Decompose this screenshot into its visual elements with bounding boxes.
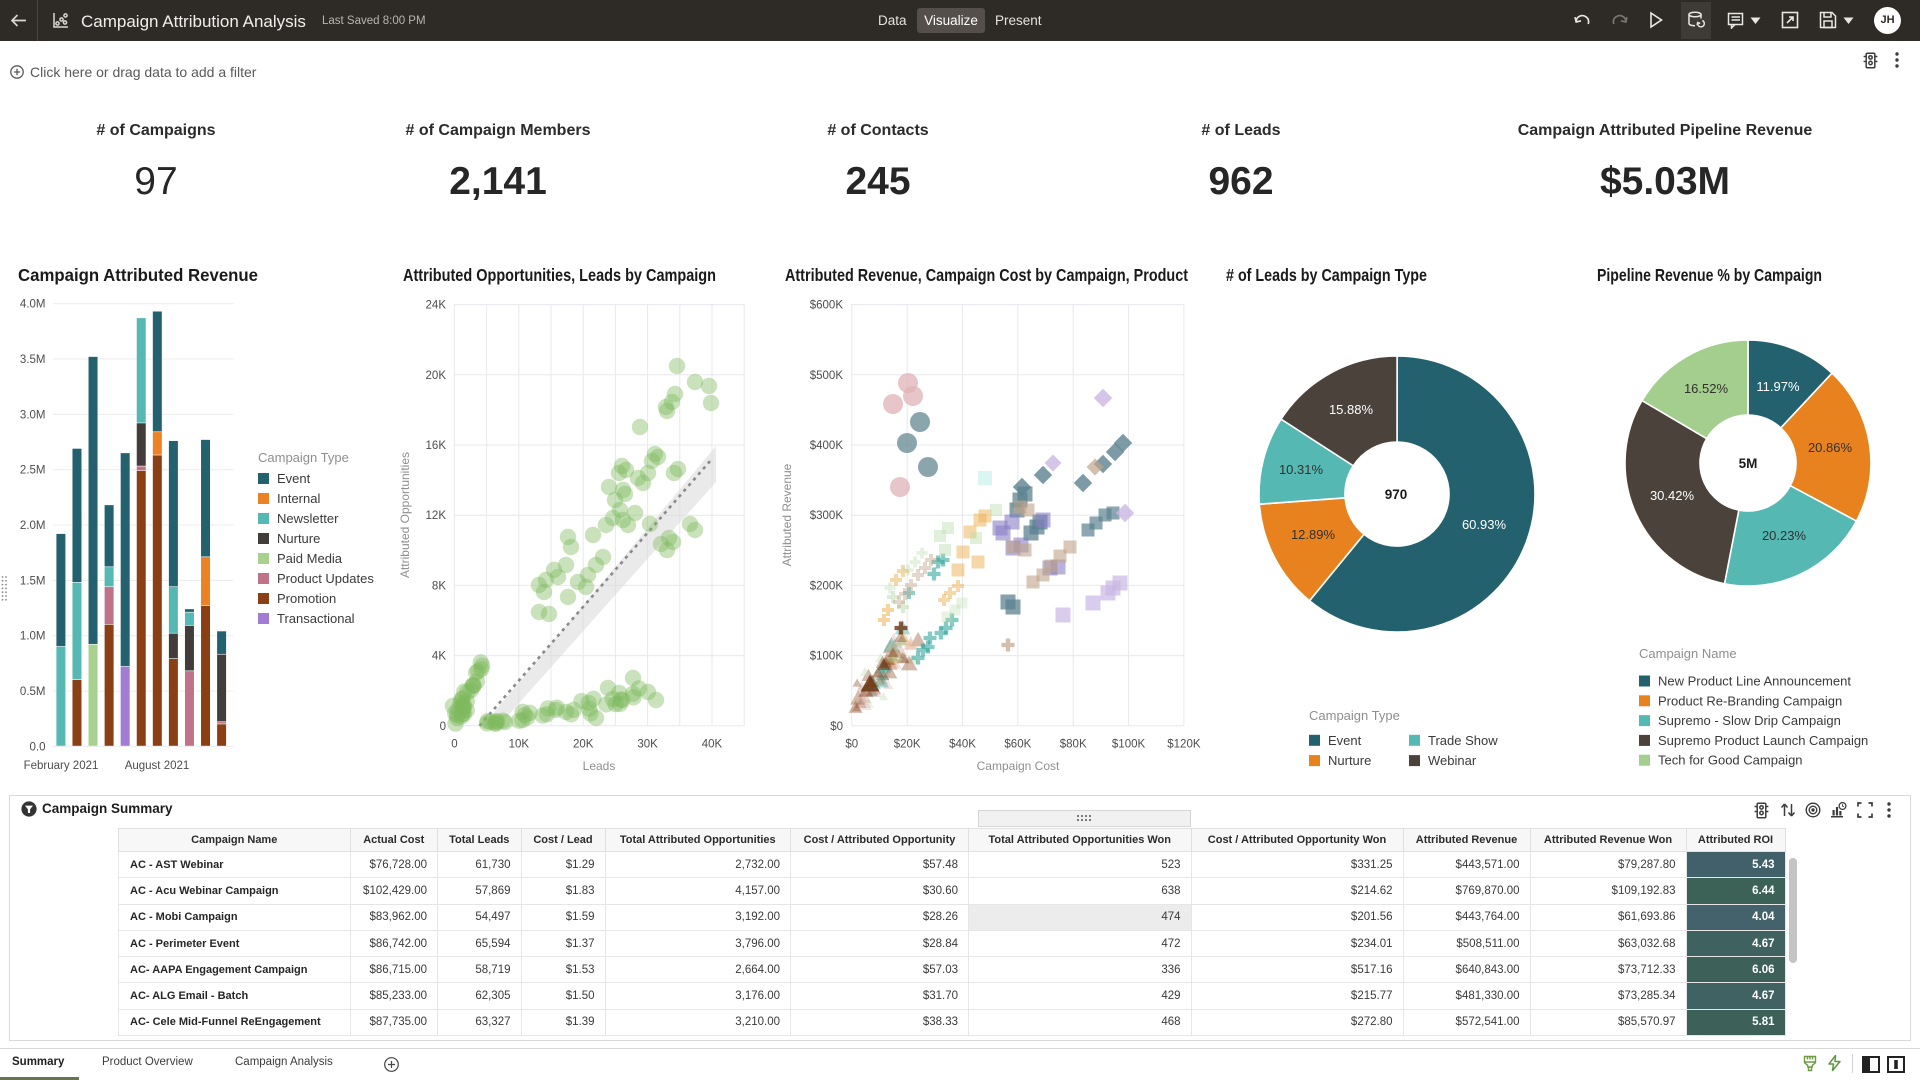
svg-text:Campaign Type: Campaign Type: [1309, 708, 1400, 723]
svg-text:$100K: $100K: [810, 651, 844, 663]
svg-text:11.97%: 11.97%: [1756, 379, 1800, 394]
svg-text:0.0: 0.0: [30, 741, 46, 753]
svg-text:0.5M: 0.5M: [20, 686, 46, 698]
svg-text:Campaign Type: Campaign Type: [258, 450, 349, 465]
svg-text:15.88%: 15.88%: [1329, 402, 1374, 417]
svg-text:2.5M: 2.5M: [20, 465, 46, 477]
svg-text:Nurture: Nurture: [1328, 753, 1371, 768]
svg-text:0: 0: [451, 739, 457, 751]
svg-text:12K: 12K: [426, 510, 447, 522]
svg-text:30.42%: 30.42%: [1650, 488, 1695, 503]
svg-text:Product Re-Branding Campaign: Product Re-Branding Campaign: [1658, 693, 1842, 708]
svg-text:10.31%: 10.31%: [1279, 462, 1324, 477]
svg-text:$120K: $120K: [1167, 739, 1201, 751]
svg-text:1.0M: 1.0M: [20, 631, 46, 643]
svg-text:$40K: $40K: [949, 739, 976, 751]
svg-text:30K: 30K: [637, 739, 658, 751]
svg-text:Event: Event: [1328, 733, 1362, 748]
svg-text:$80K: $80K: [1060, 739, 1087, 751]
svg-text:February 2021: February 2021: [24, 760, 99, 772]
svg-text:Trade Show: Trade Show: [1428, 733, 1498, 748]
svg-text:$200K: $200K: [810, 580, 844, 592]
svg-text:$300K: $300K: [810, 510, 844, 522]
svg-text:Supremo Product Launch Campaig: Supremo Product Launch Campaign: [1658, 733, 1868, 748]
svg-text:$0: $0: [830, 721, 843, 733]
svg-text:2.0M: 2.0M: [20, 520, 46, 532]
svg-text:16K: 16K: [426, 440, 447, 452]
svg-text:1.5M: 1.5M: [20, 575, 46, 587]
svg-text:0: 0: [440, 721, 446, 733]
svg-text:New Product Line Announcement: New Product Line Announcement: [1658, 674, 1851, 689]
svg-text:$400K: $400K: [810, 440, 844, 452]
svg-text:20.86%: 20.86%: [1808, 440, 1853, 455]
svg-text:$100K: $100K: [1112, 739, 1146, 751]
svg-text:12.89%: 12.89%: [1291, 527, 1336, 542]
svg-text:3.0M: 3.0M: [20, 409, 46, 421]
svg-text:Attributed Opportunities: Attributed Opportunities: [398, 452, 412, 578]
svg-text:Pipeline Revenue % by Campaign: Pipeline Revenue % by Campaign: [1597, 265, 1822, 285]
svg-text:Leads: Leads: [583, 759, 616, 773]
svg-text:Product Updates: Product Updates: [277, 571, 374, 586]
svg-text:4K: 4K: [432, 651, 446, 663]
svg-text:3.5M: 3.5M: [20, 354, 46, 366]
svg-text:Attributed Revenue, Campaign C: Attributed Revenue, Campaign Cost by Cam…: [785, 265, 1188, 285]
svg-text:Nurture: Nurture: [277, 531, 320, 546]
svg-text:Tech for Good Campaign: Tech for Good Campaign: [1658, 753, 1803, 768]
svg-text:Campaign Name: Campaign Name: [1639, 646, 1737, 661]
svg-text:60.93%: 60.93%: [1462, 517, 1507, 532]
svg-text:10K: 10K: [509, 739, 530, 751]
svg-text:970: 970: [1385, 487, 1408, 502]
svg-text:Internal: Internal: [277, 491, 320, 506]
svg-text:Newsletter: Newsletter: [277, 511, 339, 526]
svg-text:20.23%: 20.23%: [1762, 528, 1807, 543]
svg-text:$0: $0: [845, 739, 858, 751]
svg-text:# of Leads by Campaign Type: # of Leads by Campaign Type: [1226, 265, 1427, 285]
svg-text:Campaign Cost: Campaign Cost: [977, 759, 1060, 773]
svg-text:Attributed Opportunities, Lead: Attributed Opportunities, Leads by Campa…: [403, 265, 716, 285]
svg-text:$500K: $500K: [810, 370, 844, 382]
svg-text:Event: Event: [277, 471, 311, 486]
svg-text:40K: 40K: [702, 739, 723, 751]
svg-text:24K: 24K: [426, 300, 447, 312]
svg-text:16.52%: 16.52%: [1684, 381, 1729, 396]
svg-text:$60K: $60K: [1004, 739, 1031, 751]
svg-text:Supremo - Slow Drip Campaign: Supremo - Slow Drip Campaign: [1658, 713, 1841, 728]
svg-text:4.0M: 4.0M: [20, 299, 46, 311]
svg-text:Webinar: Webinar: [1428, 753, 1477, 768]
svg-text:Promotion: Promotion: [277, 591, 336, 606]
svg-text:Transactional: Transactional: [277, 611, 355, 626]
svg-text:20K: 20K: [426, 370, 447, 382]
svg-text:$600K: $600K: [810, 300, 844, 312]
svg-text:5M: 5M: [1739, 456, 1758, 471]
svg-text:Paid Media: Paid Media: [277, 551, 343, 566]
svg-text:8K: 8K: [432, 580, 446, 592]
svg-text:Campaign Attributed Revenue: Campaign Attributed Revenue: [18, 265, 258, 285]
svg-text:August 2021: August 2021: [125, 760, 190, 772]
svg-text:$20K: $20K: [894, 739, 921, 751]
svg-text:Attributed Revenue: Attributed Revenue: [780, 463, 794, 566]
svg-text:20K: 20K: [573, 739, 594, 751]
